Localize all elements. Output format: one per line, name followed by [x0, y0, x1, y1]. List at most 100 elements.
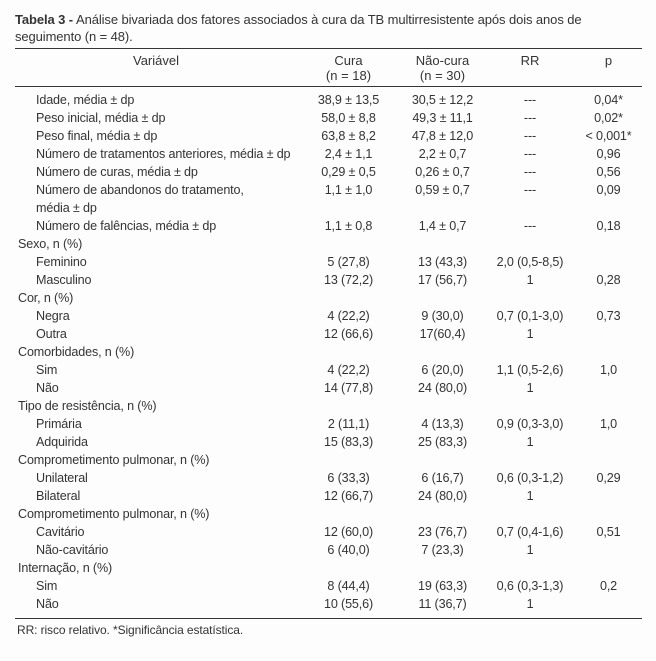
table-row: Cavitário 12 (60,0) 23 (76,7) 0,7 (0,4-1,6)…: [15, 523, 642, 541]
cell-label: Sim: [36, 363, 58, 377]
cell-cura: 12 (66,7): [323, 489, 374, 503]
cell-cura: 15 (83,3): [323, 435, 374, 449]
cell-nao-cura: 11 (36,7): [418, 597, 467, 611]
cell-rr: 1: [526, 381, 534, 395]
cell-p: 1,0: [599, 417, 618, 431]
cell-cura: 6 (33,3): [327, 471, 370, 485]
header-p: p: [604, 53, 613, 68]
cell-rr: 0,6 (0,3-1,2): [496, 471, 564, 485]
cell-p: 1,0: [599, 363, 618, 377]
table-body: Idade, média ± dp 38,9 ± 13,5 30,5 ± 12,2 -…: [15, 87, 642, 619]
cell-p: 0,2: [599, 579, 618, 593]
cell-p: 0,02*: [594, 111, 623, 125]
cell-cura: 2,4 ± 1,1: [324, 147, 373, 161]
cell-label: Número de curas, média ± dp: [36, 165, 198, 179]
cell-rr: 1: [526, 327, 534, 341]
cell-rr: ---: [523, 219, 537, 233]
table-row: Sim 8 (44,4) 19 (63,3) 0,6 (0,3-1,3) 0,2: [15, 577, 642, 595]
cell-rr: ---: [523, 111, 537, 125]
cell-rr: 2,0 (0,5-8,5): [496, 255, 564, 269]
cell-label: Número de abandonos do tratamento, média…: [36, 183, 244, 215]
table-row: Peso inicial, média ± dp 58,0 ± 8,8 49,3 ±…: [15, 109, 642, 127]
cell-rr: 1: [526, 597, 534, 611]
cell-label: Adquirida: [36, 435, 88, 449]
cell-nao-cura: 2,2 ± 0,7: [418, 147, 467, 161]
table-row: Outra 12 (66,6) 17(60,4) 1: [15, 325, 642, 343]
cell-cura: 1,1 ± 0,8: [324, 219, 373, 233]
table-row: Sim 4 (22,2) 6 (20,0) 1,1 (0,5-2,6) 1,0: [15, 361, 642, 379]
cell-label: Cavitário: [36, 525, 85, 539]
cell-nao-cura: 13 (43,3): [417, 255, 468, 269]
cell-nao-cura: 25 (83,3): [417, 435, 468, 449]
cell-p: 0,28: [596, 273, 621, 287]
header-nao-cura: Não-cura (n = 30): [415, 53, 470, 83]
cell-rr: 1: [526, 435, 534, 449]
cell-rr: 1,1 (0,5-2,6): [496, 363, 564, 377]
table-row: Adquirida 15 (83,3) 25 (83,3) 1: [15, 433, 642, 451]
cell-label: Outra: [36, 327, 67, 341]
cell-p: 0,29: [596, 471, 621, 485]
cell-rr: 0,7 (0,4-1,6): [496, 525, 564, 539]
cell-cura: 8 (44,4): [327, 579, 370, 593]
table-group-row: Comorbidades, n (%): [15, 343, 642, 361]
table-row: Idade, média ± dp 38,9 ± 13,5 30,5 ± 12,2 -…: [15, 91, 642, 109]
cell-cura: 12 (66,6): [323, 327, 374, 341]
header-variavel: Variável: [132, 53, 179, 68]
cell-label: Comprometimento pulmonar, n (%): [18, 453, 210, 467]
cell-label: Cor, n (%): [18, 291, 74, 305]
table-row: Masculino 13 (72,2) 17 (56,7) 1 0,28: [15, 271, 642, 289]
cell-p: 0,96: [596, 147, 621, 161]
cell-nao-cura: 19 (63,3): [417, 579, 468, 593]
cell-label: Feminino: [36, 255, 87, 269]
data-table: Variável Cura (n = 18) Não-cura (n = 30)…: [15, 48, 642, 619]
table-row: Número de falências, média ± dp 1,1 ± 0,8…: [15, 217, 642, 235]
cell-label: Tipo de resistência, n (%): [18, 399, 157, 413]
cell-cura: 63,8 ± 8,2: [321, 129, 376, 143]
cell-cura: 12 (60,0): [323, 525, 374, 539]
cell-label: Idade, média ± dp: [36, 93, 135, 107]
table-row: Número de abandonos do tratamento, média…: [15, 181, 642, 217]
cell-label: Comprometimento pulmonar, n (%): [18, 507, 210, 521]
table-footnote: RR: risco relativo. *Significância estat…: [17, 623, 244, 637]
table-group-row: Comprometimento pulmonar, n (%): [15, 505, 642, 523]
cell-p: < 0,001*: [585, 129, 632, 143]
table-group-row: Sexo, n (%): [15, 235, 642, 253]
cell-nao-cura: 6 (16,7): [421, 471, 464, 485]
table-row: Primária 2 (11,1) 4 (13,3) 0,9 (0,3-3,0) 1,0: [15, 415, 642, 433]
cell-rr: 0,9 (0,3-3,0): [496, 417, 564, 431]
cell-rr: 1: [526, 273, 534, 287]
table-row: Não 10 (55,6) 11 (36,7) 1: [15, 595, 642, 613]
table-group-row: Comprometimento pulmonar, n (%): [15, 451, 642, 469]
cell-cura: 4 (22,2): [327, 363, 370, 377]
cell-p: 0,09: [596, 183, 621, 197]
cell-p: 0,51: [596, 525, 621, 539]
cell-label: Peso inicial, média ± dp: [36, 111, 166, 125]
cell-label: Sexo, n (%): [18, 237, 83, 251]
table-row: Não 14 (77,8) 24 (80,0) 1: [15, 379, 642, 397]
cell-cura: 0,29 ± 0,5: [321, 165, 376, 179]
cell-label: Bilateral: [36, 489, 81, 503]
cell-label: Peso final, média ± dp: [36, 129, 158, 143]
table-row: Bilateral 12 (66,7) 24 (80,0) 1: [15, 487, 642, 505]
cell-rr: ---: [523, 147, 537, 161]
cell-rr: 0,6 (0,3-1,3): [496, 579, 564, 593]
cell-label: Comorbidades, n (%): [18, 345, 135, 359]
table-group-row: Tipo de resistência, n (%): [15, 397, 642, 415]
table-row: Unilateral 6 (33,3) 6 (16,7) 0,6 (0,3-1,2) 0…: [15, 469, 642, 487]
cell-label: Masculino: [36, 273, 92, 287]
cell-rr: ---: [523, 165, 537, 179]
cell-label: Não: [36, 597, 59, 611]
cell-label: Não-cavitário: [36, 543, 109, 557]
header-rr: RR: [520, 53, 540, 68]
cell-nao-cura: 0,26 ± 0,7: [415, 165, 470, 179]
cell-nao-cura: 1,4 ± 0,7: [418, 219, 467, 233]
table-row: Feminino 5 (27,8) 13 (43,3) 2,0 (0,5-8,5): [15, 253, 642, 271]
table-group-row: Cor, n (%): [15, 289, 642, 307]
cell-rr: ---: [523, 93, 537, 107]
cell-label: Não: [36, 381, 59, 395]
cell-cura: 38,9 ± 13,5: [317, 93, 380, 107]
cell-label: Internação, n (%): [18, 561, 113, 575]
cell-nao-cura: 17 (56,7): [417, 273, 468, 287]
cell-p: 0,04*: [594, 93, 623, 107]
